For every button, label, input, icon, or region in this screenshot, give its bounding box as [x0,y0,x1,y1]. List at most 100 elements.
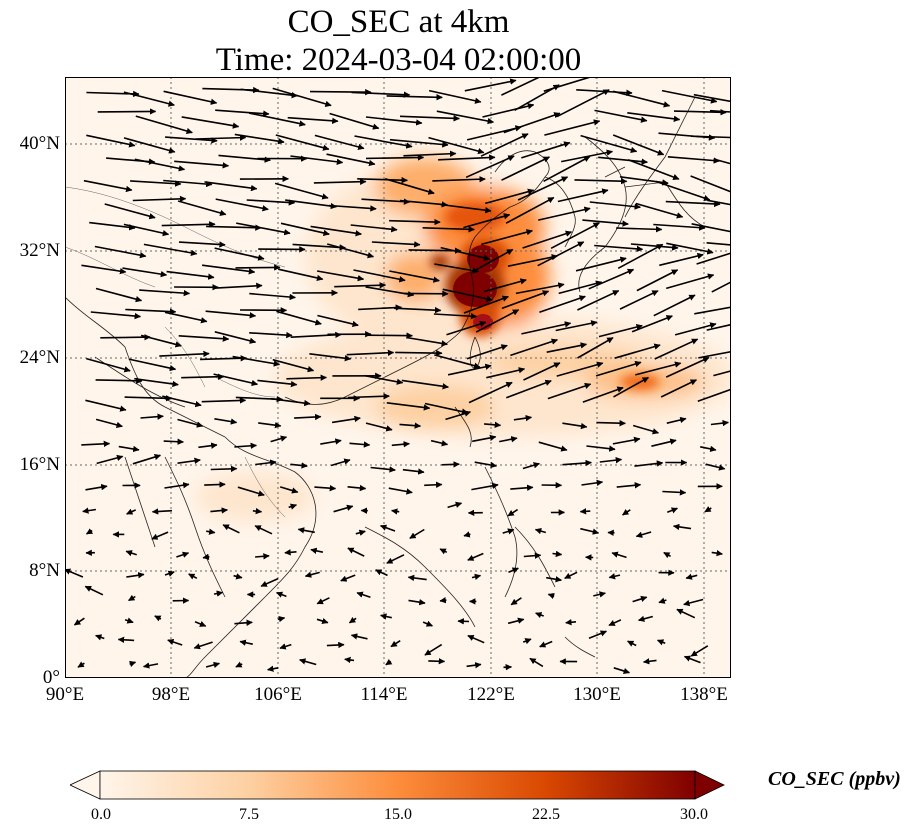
wind-arrow [424,643,443,656]
wind-arrow [365,116,423,126]
wind-arrow [389,270,440,283]
wind-arrow [355,529,366,536]
wind-arrow [565,619,577,626]
wind-arrow [468,381,513,404]
wind-arrow [627,112,681,123]
wind-arrow [347,393,390,400]
wind-arrow [193,641,213,650]
lat-tick-32n: 32°N [19,240,60,261]
wind-arrow [672,523,692,531]
wind-arrow [430,439,449,447]
wind-arrow [294,413,322,421]
wind-arrow [663,551,671,559]
wind-arrow [386,554,405,564]
wind-arrow [164,570,175,577]
wind-arrow [666,416,687,424]
wind-arrow [357,176,408,184]
wind-arrow [272,358,315,373]
wind-arrow [248,112,306,127]
wind-arrow [472,434,497,443]
wind-arrow [236,222,291,236]
wind-arrow [658,597,667,604]
wind-arrow [521,321,572,335]
wind-arrow [188,573,198,580]
wind-arrow [329,112,380,130]
wind-arrow [506,379,552,399]
wind-arrow [502,528,515,535]
wind-arrow [371,241,421,248]
lon-tick-106e: 106°E [254,684,302,705]
wind-arrow [598,156,648,165]
wind-arrow [274,182,329,200]
wind-arrow [380,613,392,620]
wind-arrow [174,160,230,169]
wind-arrow [544,119,601,136]
wind-arrow [407,574,427,582]
wind-arrow [349,441,371,448]
wind-arrow [580,134,638,154]
wind-arrow [285,199,338,210]
wind-arrow [522,230,573,249]
lon-tick-130e: 130°E [573,684,621,705]
wind-arrow [661,89,718,104]
wind-arrow [501,77,542,96]
wind-arrow [706,323,731,331]
wind-arrow [589,201,641,210]
wind-arrow [676,608,696,619]
wind-arrow [632,595,648,603]
wind-arrow [134,158,186,172]
wind-arrow [81,440,111,448]
wind-arrow [481,229,533,246]
wind-arrow [546,342,588,353]
wind-arrow [464,78,517,92]
wind-arrow [118,445,140,453]
wind-arrow [579,508,591,515]
wind-arrow [634,460,664,467]
wind-arrow [556,89,610,118]
wind-arrow [501,156,550,181]
wind-arrow [552,550,563,558]
wind-arrow [428,89,482,104]
wind-arrow [86,134,136,148]
wind-arrow [557,188,609,203]
wind-arrow [129,660,137,668]
map-panel [65,77,731,678]
wind-arrow [654,338,699,360]
wind-arrow [135,115,193,135]
wind-arrow [529,657,544,668]
wind-arrow [399,199,449,208]
wind-arrow [299,658,317,666]
wind-arrow [326,243,375,259]
wind-arrow [438,154,496,161]
wind-arrow [588,630,607,640]
wind-arrow [176,551,190,558]
wind-arrow [270,397,311,407]
wind-arrow [388,487,413,495]
wind-arrow [575,256,627,272]
wind-arrow [353,269,406,283]
map-title: CO_SEC at 4km [287,4,510,40]
wind-arrow [651,438,677,447]
wind-arrow [222,524,240,534]
wind-arrow [667,156,721,164]
wind-arrow [406,336,448,347]
wind-arrow [240,88,298,99]
wind-arrow [235,661,243,668]
wind-arrow [562,459,592,467]
wind-arrow [535,612,544,619]
wind-arrow [665,200,721,208]
wind-arrow [117,636,135,643]
wind-vectors [65,77,731,675]
wind-arrow [422,620,433,627]
wind-arrow [304,571,320,578]
wind-arrow [683,655,701,664]
wind-arrow [539,640,553,648]
wind-arrow [204,481,226,488]
wind-arrow [278,268,324,282]
wind-arrow [422,226,475,233]
wind-arrow [277,615,286,623]
wind-arrow [326,153,376,167]
wind-arrow [384,178,435,195]
wind-arrow [177,457,201,464]
wind-arrow [510,484,534,491]
